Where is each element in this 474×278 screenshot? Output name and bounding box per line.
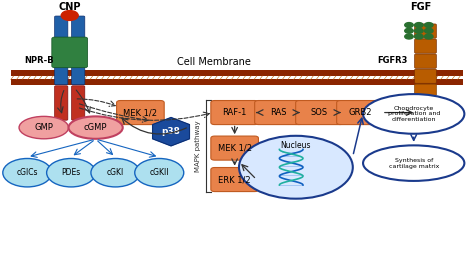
Text: Chondrocyte
proliferation and
differentiation: Chondrocyte proliferation and differenti… xyxy=(388,106,440,122)
Text: MEK 1/2: MEK 1/2 xyxy=(218,144,252,153)
FancyBboxPatch shape xyxy=(117,101,164,125)
Text: cGKI: cGKI xyxy=(107,168,124,177)
FancyBboxPatch shape xyxy=(415,84,437,96)
Circle shape xyxy=(425,28,433,33)
Circle shape xyxy=(46,158,96,187)
FancyBboxPatch shape xyxy=(255,101,302,125)
Text: NPR-B: NPR-B xyxy=(24,56,54,65)
Text: ERK 1/2: ERK 1/2 xyxy=(219,175,251,184)
Ellipse shape xyxy=(363,145,465,181)
Circle shape xyxy=(415,34,423,39)
Circle shape xyxy=(135,158,184,187)
Text: p38: p38 xyxy=(162,127,181,136)
Text: FGFR3: FGFR3 xyxy=(377,56,408,65)
Text: cGKII: cGKII xyxy=(149,168,169,177)
Circle shape xyxy=(61,11,78,20)
Circle shape xyxy=(425,34,433,39)
FancyBboxPatch shape xyxy=(415,96,437,108)
FancyBboxPatch shape xyxy=(337,101,384,125)
Text: Synthesis of
cartilage matrix: Synthesis of cartilage matrix xyxy=(389,158,439,168)
Text: PDEs: PDEs xyxy=(62,168,81,177)
Text: GMP: GMP xyxy=(34,123,53,132)
Text: GRB2: GRB2 xyxy=(349,108,372,117)
FancyBboxPatch shape xyxy=(211,168,258,192)
Text: RAS: RAS xyxy=(270,108,287,117)
Circle shape xyxy=(425,23,433,28)
Text: MAPK pathway: MAPK pathway xyxy=(195,120,201,172)
FancyBboxPatch shape xyxy=(72,86,85,120)
Circle shape xyxy=(3,158,52,187)
FancyBboxPatch shape xyxy=(55,86,68,120)
Ellipse shape xyxy=(363,94,465,134)
FancyBboxPatch shape xyxy=(55,16,68,85)
Circle shape xyxy=(405,28,413,33)
FancyBboxPatch shape xyxy=(296,101,343,125)
Circle shape xyxy=(405,34,413,39)
Circle shape xyxy=(91,158,140,187)
Ellipse shape xyxy=(69,116,123,139)
Text: cGMP: cGMP xyxy=(84,123,108,132)
FancyBboxPatch shape xyxy=(211,136,258,160)
Text: SOS: SOS xyxy=(311,108,328,117)
Text: MEK 1/2: MEK 1/2 xyxy=(123,108,157,117)
FancyBboxPatch shape xyxy=(415,24,437,38)
FancyBboxPatch shape xyxy=(415,54,437,68)
FancyBboxPatch shape xyxy=(415,69,437,83)
Circle shape xyxy=(405,23,413,28)
Ellipse shape xyxy=(239,136,353,199)
Text: cGICs: cGICs xyxy=(17,168,38,177)
Ellipse shape xyxy=(19,116,69,139)
Text: CNP: CNP xyxy=(58,2,81,12)
FancyBboxPatch shape xyxy=(415,39,437,53)
FancyBboxPatch shape xyxy=(72,16,85,85)
Polygon shape xyxy=(153,118,190,146)
Circle shape xyxy=(415,28,423,33)
Text: Nucleus: Nucleus xyxy=(281,142,311,150)
FancyBboxPatch shape xyxy=(52,37,88,68)
Circle shape xyxy=(415,23,423,28)
Bar xyxy=(11,80,463,85)
Text: FGF: FGF xyxy=(410,2,431,12)
FancyBboxPatch shape xyxy=(211,101,258,125)
Bar xyxy=(11,70,463,76)
Text: Cell Membrane: Cell Membrane xyxy=(176,58,250,68)
Text: RAF-1: RAF-1 xyxy=(222,108,247,117)
